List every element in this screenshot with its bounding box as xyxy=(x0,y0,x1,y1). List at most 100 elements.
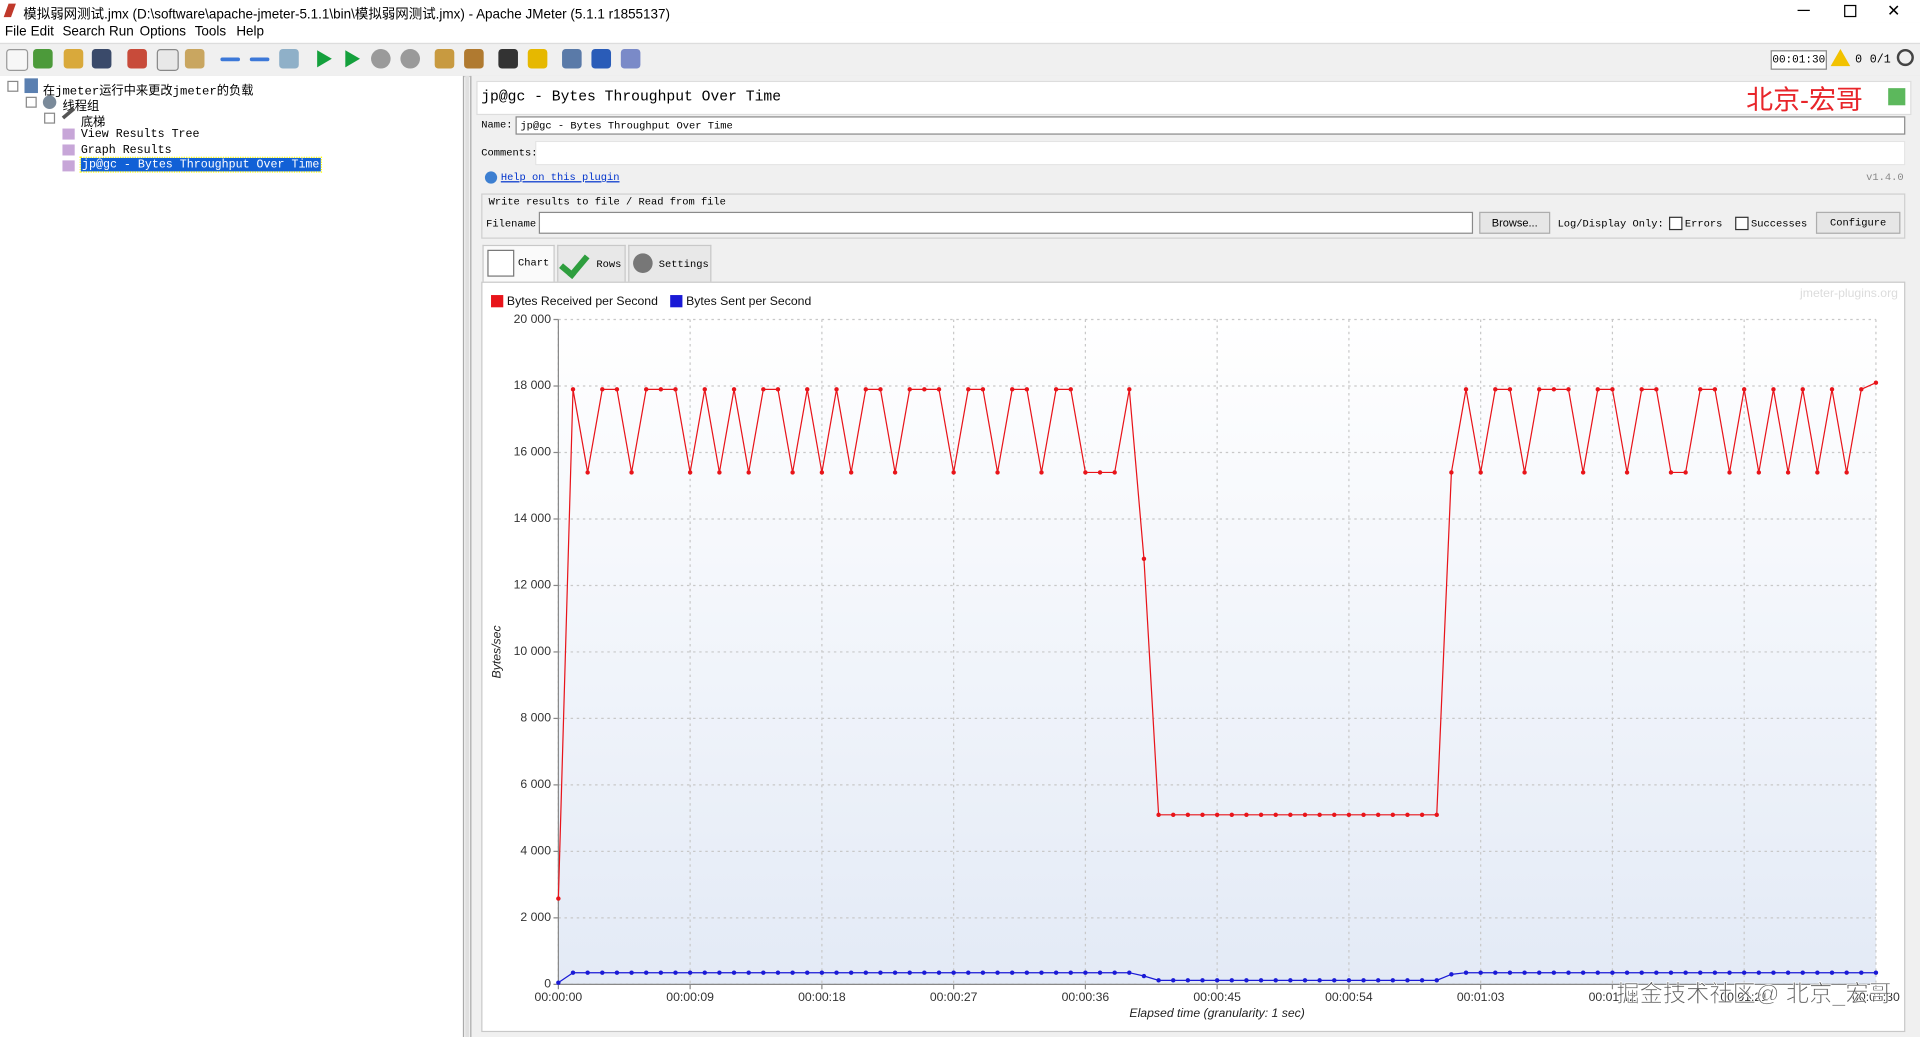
filename-label: Filename xyxy=(486,217,537,231)
listener-icon xyxy=(62,144,75,156)
data-point xyxy=(1610,970,1615,975)
tree-item[interactable]: Graph Results xyxy=(80,143,172,157)
data-point xyxy=(790,470,795,475)
data-point xyxy=(1785,470,1791,475)
splitter[interactable] xyxy=(465,75,469,1037)
toolbar-icon[interactable] xyxy=(156,48,179,72)
start-button[interactable] xyxy=(317,50,332,68)
data-point xyxy=(922,970,927,975)
data-point xyxy=(1727,470,1732,475)
collapse-toggle[interactable] xyxy=(7,80,19,92)
settings-tab[interactable] xyxy=(628,244,712,283)
menu-item[interactable]: Tools xyxy=(194,24,227,40)
maximize-icon[interactable] xyxy=(1888,88,1906,106)
data-point xyxy=(1288,812,1293,818)
collapse-toggle[interactable] xyxy=(25,96,37,108)
data-point xyxy=(1639,970,1644,975)
data-point xyxy=(1127,970,1132,975)
toolbar-icon[interactable] xyxy=(562,48,582,69)
toolbar-icon[interactable] xyxy=(184,48,205,69)
comments-input[interactable] xyxy=(535,140,1906,166)
browse-button[interactable]: Browse... xyxy=(1479,211,1551,234)
restore-button[interactable] xyxy=(1844,4,1857,18)
toolbar-icon[interactable] xyxy=(620,48,641,69)
toolbar-icon[interactable] xyxy=(63,48,84,69)
stop-button[interactable] xyxy=(371,48,391,69)
filename-input[interactable] xyxy=(538,211,1474,234)
toolbar-icon[interactable] xyxy=(127,48,147,69)
tree-item[interactable]: 底梯 xyxy=(80,117,106,132)
data-point xyxy=(1317,812,1322,818)
toolbar-icon[interactable] xyxy=(498,48,518,69)
toolbar-icon[interactable] xyxy=(464,48,484,69)
data-point xyxy=(644,970,649,975)
data-point xyxy=(1756,970,1762,975)
errors-checkbox[interactable] xyxy=(1668,216,1683,231)
data-point xyxy=(1800,387,1805,392)
start-no-pause-button[interactable] xyxy=(345,50,361,68)
successes-label: Successes xyxy=(1751,217,1808,231)
data-point xyxy=(966,387,971,392)
toolbar-icon[interactable] xyxy=(527,48,548,69)
tree-item-selected[interactable]: jp@gc - Bytes Throughput Over Time xyxy=(79,156,322,173)
data-point xyxy=(1478,970,1483,975)
data-point xyxy=(1200,812,1205,818)
menu-item[interactable]: Run xyxy=(108,24,134,40)
help-link[interactable]: Help on this plugin xyxy=(500,171,620,184)
shutdown-button[interactable] xyxy=(400,48,421,69)
tab-label[interactable]: Rows xyxy=(596,258,622,271)
chart-tab-icon xyxy=(487,249,515,277)
menu-item[interactable]: Edit xyxy=(30,24,54,40)
data-point xyxy=(1551,387,1557,392)
toolbar-icon[interactable] xyxy=(434,48,455,69)
data-point xyxy=(1727,970,1732,975)
data-point xyxy=(1244,812,1249,818)
data-point xyxy=(1171,812,1176,818)
toolbar-icon[interactable] xyxy=(249,57,270,62)
toolbar-icon[interactable] xyxy=(91,48,112,69)
data-point xyxy=(1551,970,1557,975)
data-point xyxy=(1053,387,1059,392)
data-point xyxy=(1683,970,1688,975)
tab-label[interactable]: Settings xyxy=(658,258,709,271)
data-point xyxy=(600,970,605,975)
tree-item[interactable]: View Results Tree xyxy=(80,127,200,141)
data-point xyxy=(570,387,576,392)
errors-label: Errors xyxy=(1684,217,1723,231)
name-input[interactable]: jp@gc - Bytes Throughput Over Time xyxy=(515,116,1906,135)
data-point xyxy=(863,970,869,975)
close-button[interactable]: ✕ xyxy=(1886,1,1901,20)
toolbar-icon[interactable] xyxy=(279,48,299,69)
toolbar-icon[interactable] xyxy=(591,48,612,69)
menu-item[interactable]: Help xyxy=(236,24,265,40)
toolbar-icon[interactable] xyxy=(6,48,29,72)
tab-label[interactable]: Chart xyxy=(517,257,550,270)
remote-icon[interactable] xyxy=(1896,48,1914,67)
data-point xyxy=(1419,812,1425,818)
menu-item[interactable]: Search xyxy=(62,24,106,40)
toolbar-icon[interactable] xyxy=(33,48,53,69)
expand-toggle[interactable] xyxy=(44,112,56,124)
data-point xyxy=(1200,978,1205,983)
listener-icon xyxy=(62,160,75,172)
data-point xyxy=(1024,387,1030,392)
menu-item[interactable]: File xyxy=(4,24,27,40)
data-point xyxy=(892,470,898,475)
tree-item[interactable]: 在jmeter运行中来更改jmeter的负载 xyxy=(42,85,254,100)
rows-tab[interactable] xyxy=(557,244,626,283)
data-point xyxy=(1624,470,1630,475)
data-point xyxy=(863,387,869,392)
data-point xyxy=(1844,970,1849,975)
warning-icon[interactable] xyxy=(1830,48,1851,67)
successes-checkbox[interactable] xyxy=(1735,216,1749,231)
menu-item[interactable]: Options xyxy=(139,24,187,40)
minimize-button[interactable] xyxy=(1797,9,1810,12)
data-point xyxy=(1258,812,1264,818)
toolbar-icon[interactable] xyxy=(220,57,241,62)
configure-button[interactable]: Configure xyxy=(1815,211,1901,234)
legend-swatch xyxy=(491,295,504,308)
y-tick-label: 18 000 xyxy=(514,378,552,392)
data-point xyxy=(834,970,839,975)
data-point xyxy=(1815,970,1820,975)
